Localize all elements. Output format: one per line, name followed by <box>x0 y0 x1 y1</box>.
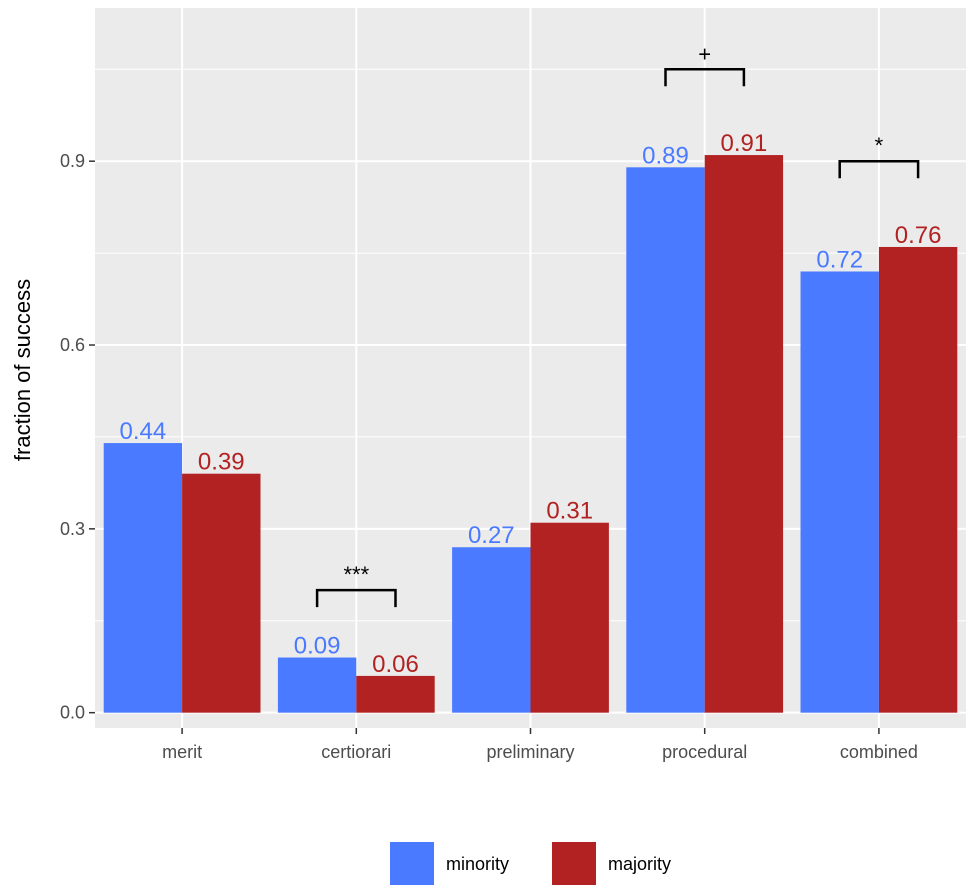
x-tick-label-certiorari: certiorari <box>321 742 391 762</box>
legend-swatch-minority <box>390 842 434 885</box>
significance-brackets: *** + * <box>315 41 920 608</box>
data-label-minority-combined: 0.72 <box>816 246 863 273</box>
data-label-minority-merit: 0.44 <box>120 418 167 445</box>
x-tick-label-merit: merit <box>162 742 202 762</box>
bar-majority-certiorari <box>356 675 435 713</box>
data-label-majority-certiorari: 0.06 <box>372 651 419 678</box>
legend-swatch-majority <box>552 842 596 885</box>
data-label-minority-certiorari: 0.09 <box>294 633 341 660</box>
data-label-majority-procedural: 0.91 <box>721 130 768 157</box>
x-tick-label-procedural: procedural <box>662 742 747 762</box>
y-tick-label: 0.9 <box>60 151 85 171</box>
bar-minority-procedural <box>626 167 705 713</box>
x-axis: merit certiorari preliminary procedural comb… <box>162 728 918 762</box>
bar-majority-preliminary <box>530 522 609 713</box>
data-label-majority-merit: 0.39 <box>198 449 245 476</box>
data-label-minority-procedural: 0.89 <box>642 142 689 169</box>
bar-minority-certiorari <box>277 657 357 713</box>
bar-minority-preliminary <box>452 547 531 713</box>
data-label-minority-preliminary: 0.27 <box>468 522 515 549</box>
bar-majority-combined <box>878 246 958 713</box>
x-tick-label-preliminary: preliminary <box>486 742 574 762</box>
y-tick-label: 0.6 <box>60 335 85 355</box>
bar-minority-combined <box>800 271 879 713</box>
significance-bracket-combined <box>838 159 920 179</box>
y-tick-label: 0.3 <box>60 519 85 539</box>
legend-label-minority: minority <box>446 854 509 874</box>
data-label-majority-combined: 0.76 <box>895 222 942 249</box>
significance-label-certiorari: *** <box>343 562 369 587</box>
y-axis-title: fraction of success <box>10 279 35 461</box>
data-labels: 0.44 0.09 0.27 0.89 0.72 0.39 0.06 0.31 0.91 0.76 <box>120 130 942 678</box>
bar-majority-procedural <box>704 155 784 713</box>
data-label-majority-preliminary: 0.31 <box>546 498 593 525</box>
significance-bracket-procedural <box>664 68 746 87</box>
legend-label-majority: majority <box>608 854 671 874</box>
bar-majority-merit <box>182 473 261 713</box>
x-tick-label-combined: combined <box>840 742 918 762</box>
significance-label-procedural: + <box>698 41 711 66</box>
significance-label-combined: * <box>875 133 884 158</box>
bar-minority-merit <box>103 443 183 713</box>
legend: minority majority <box>390 842 671 885</box>
y-axis: 0.0 0.3 0.6 0.9 <box>60 151 95 723</box>
y-tick-label: 0.0 <box>60 703 85 723</box>
significance-bracket-certiorari <box>315 588 397 608</box>
bars <box>103 155 958 713</box>
